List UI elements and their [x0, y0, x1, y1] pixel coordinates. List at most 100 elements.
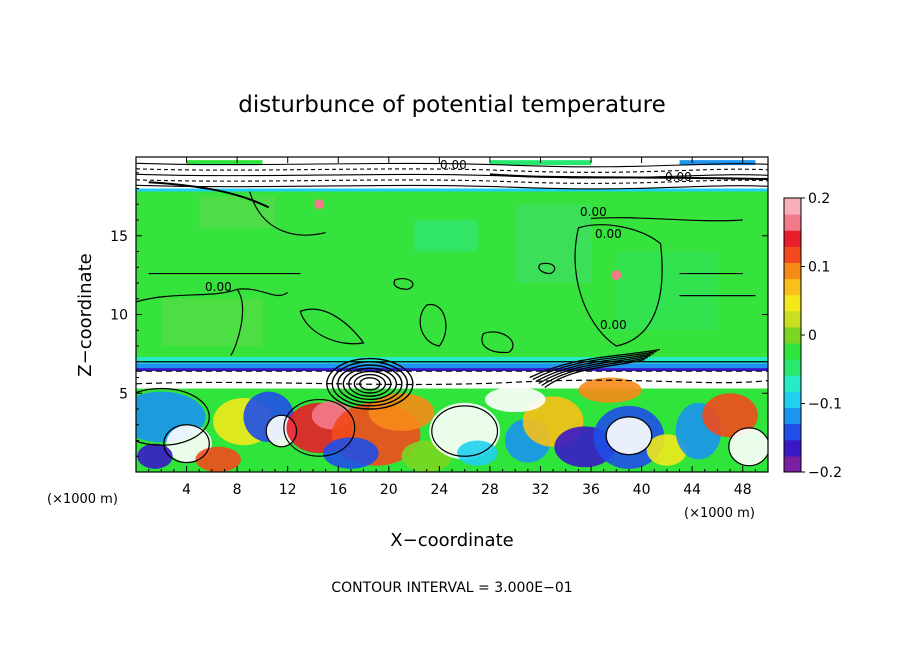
contour	[342, 367, 398, 401]
field-blob	[137, 443, 173, 469]
contour	[591, 217, 743, 222]
field-blob	[578, 377, 642, 403]
contour	[538, 262, 556, 275]
colorbar-step	[784, 375, 801, 392]
contour-label: 0.00	[580, 205, 607, 219]
field-patch	[515, 204, 592, 283]
colorbar-step	[784, 294, 801, 312]
top-band-patch	[679, 160, 756, 166]
field-patch	[161, 298, 263, 346]
contour	[283, 398, 356, 457]
chart-title: disturbunce of potential temperature	[238, 92, 666, 118]
inversion-band	[136, 368, 768, 372]
x-tick-label: 44	[683, 482, 701, 498]
field-blob	[195, 446, 241, 472]
contour-label: 0.00	[205, 280, 232, 294]
x-tick-label: 40	[633, 482, 651, 498]
contour	[136, 168, 768, 173]
x-axis: 4 8 12 16 20 24 28 32 36 40 44 48	[148, 157, 756, 498]
contour	[728, 427, 768, 467]
contour	[489, 173, 768, 181]
colorbar-step	[784, 310, 801, 328]
colorbar-step	[784, 262, 801, 280]
contour	[136, 387, 210, 446]
x-axis-label: X−coordinate	[390, 530, 513, 551]
x-tick-label: 16	[329, 482, 347, 498]
field-blob	[702, 393, 758, 438]
colorbar-step	[784, 246, 801, 263]
contour	[163, 424, 210, 464]
y-axis-label: Z−coordinate	[75, 253, 96, 376]
contour	[148, 181, 270, 209]
colorbar-label: 0.2	[808, 191, 830, 207]
contour	[348, 370, 392, 397]
colorbar-step	[784, 278, 801, 296]
field-blob	[323, 437, 379, 469]
plot-area	[135, 156, 769, 473]
contour	[326, 357, 414, 410]
contour	[431, 405, 499, 457]
contour	[136, 184, 768, 190]
contour-label: 0.00	[440, 158, 467, 172]
colorbar-label: 0.1	[808, 260, 830, 276]
x-tick-label: 32	[532, 482, 550, 498]
colorbar-step	[784, 230, 801, 247]
colorbar-step	[784, 326, 801, 344]
contour	[265, 414, 298, 448]
colorbar-step	[784, 455, 801, 473]
contour	[544, 358, 645, 389]
inversion-band	[136, 357, 768, 364]
colorbar-step	[784, 423, 801, 441]
x-tick-label: 8	[233, 482, 242, 498]
colorbar: 0.2 0.1 0 −0.1 −0.2	[783, 191, 842, 481]
contour	[331, 361, 409, 407]
contour-label: 0.00	[665, 170, 692, 184]
x-tick-label: 28	[481, 482, 499, 498]
x-tick-label: 20	[380, 482, 398, 498]
warm-cell	[314, 199, 325, 210]
field-blob	[728, 427, 768, 466]
contour	[532, 350, 657, 381]
y-axis: 5 10 15	[110, 172, 768, 457]
field-fill	[136, 157, 768, 472]
x-tick-label: 48	[734, 482, 752, 498]
contour	[541, 356, 648, 387]
contour-label: 0.00	[600, 318, 627, 332]
contour	[249, 191, 326, 236]
contour	[136, 379, 768, 386]
contour	[136, 288, 244, 356]
field-blob	[368, 393, 435, 432]
colorbar-label: −0.1	[808, 397, 842, 413]
top-band-edge	[136, 188, 768, 192]
contour	[136, 162, 768, 168]
colorbar-step	[784, 439, 801, 457]
colorbar-label: −0.2	[808, 465, 842, 481]
contour	[529, 348, 660, 379]
top-band-patch	[186, 160, 263, 166]
contour	[393, 278, 414, 290]
x-tick-label: 12	[279, 482, 297, 498]
contour	[481, 331, 514, 354]
colorbar-step	[784, 343, 801, 360]
field-blob	[606, 416, 652, 455]
contour	[136, 179, 768, 184]
contour	[337, 364, 403, 404]
contour-interval-note: CONTOUR INTERVAL = 3.000E−01	[331, 580, 572, 596]
x-unit-right: (×1000 m)	[684, 506, 755, 521]
colorbar-step	[784, 214, 801, 231]
contour-label: 0.00	[595, 227, 622, 241]
x-tick-label: 4	[182, 482, 191, 498]
contour	[535, 352, 654, 383]
inversion-band	[136, 363, 768, 369]
colorbar-step	[784, 407, 801, 425]
contour-lines	[136, 162, 768, 467]
contour	[605, 416, 653, 456]
field-blob	[457, 440, 498, 466]
contour	[299, 308, 365, 345]
x-tick-label: 24	[430, 482, 448, 498]
field-blob	[484, 386, 546, 413]
colorbar-step	[784, 391, 801, 409]
y-tick-label: 10	[110, 308, 128, 324]
x-tick-label: 36	[582, 482, 600, 498]
